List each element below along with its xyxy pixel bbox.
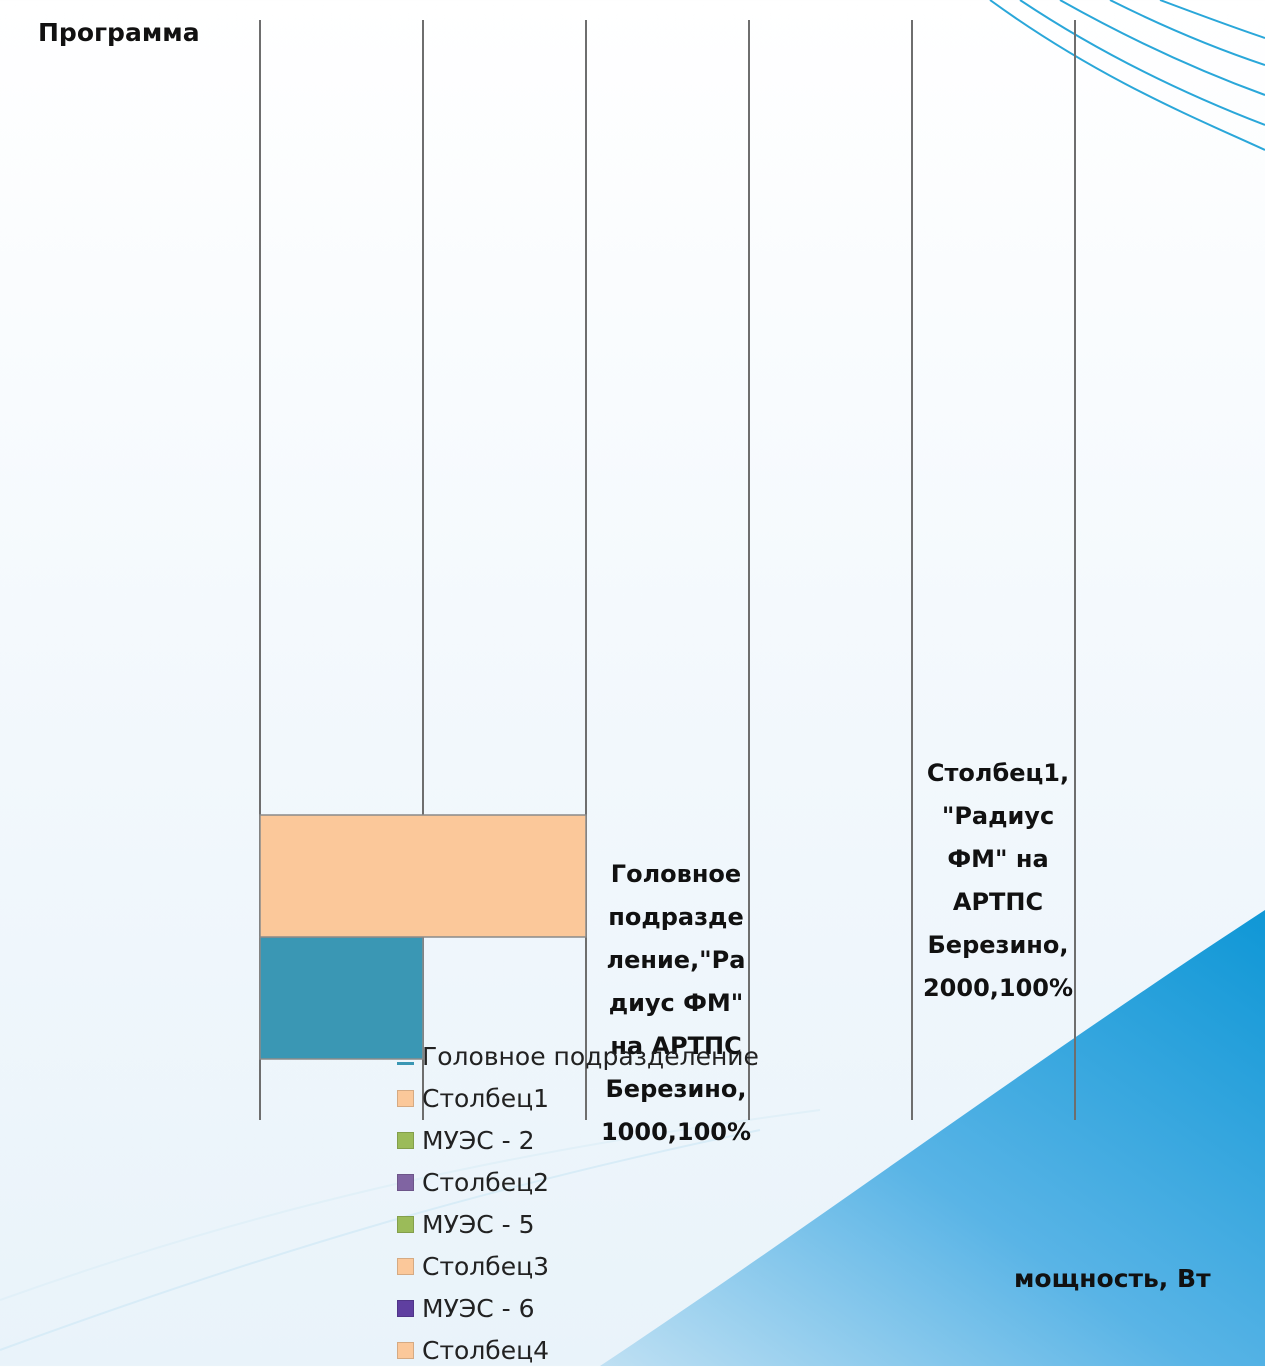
background-curve-line bbox=[1159, 0, 1265, 39]
y-axis-title: Программа bbox=[38, 18, 200, 47]
legend-swatch bbox=[397, 1061, 414, 1065]
legend-item: Столбец3 bbox=[397, 1245, 759, 1287]
legend-item: Головное подразделение bbox=[397, 1035, 759, 1077]
legend-label: МУЭС - 5 bbox=[422, 1209, 535, 1239]
legend-label: Столбец3 bbox=[422, 1251, 550, 1281]
legend-swatch bbox=[397, 1131, 414, 1149]
legend-item: Столбец2 bbox=[397, 1161, 759, 1203]
x-axis-title: мощность, Вт bbox=[1014, 1264, 1211, 1293]
bar-column1 bbox=[259, 814, 587, 938]
legend-label: Столбец2 bbox=[422, 1167, 550, 1197]
legend-swatch bbox=[397, 1173, 414, 1191]
legend-swatch bbox=[397, 1215, 414, 1233]
legend-label: МУЭС - 6 bbox=[422, 1293, 535, 1323]
legend-item: МУЭС - 2 bbox=[397, 1119, 759, 1161]
background-curve-line bbox=[1019, 0, 1265, 126]
legend-label: Столбец4 bbox=[422, 1335, 550, 1365]
background-curve-line bbox=[1109, 0, 1265, 66]
legend-item: МУЭС - 6 bbox=[397, 1287, 759, 1329]
legend-swatch bbox=[397, 1299, 414, 1317]
bar-head-division bbox=[259, 936, 424, 1060]
legend-item: Столбец1 bbox=[397, 1077, 759, 1119]
legend-label: Столбец1 bbox=[422, 1083, 550, 1113]
background-curve-line bbox=[1059, 0, 1265, 96]
legend-label: Головное подразделение bbox=[422, 1041, 759, 1071]
legend-swatch bbox=[397, 1341, 414, 1359]
background-curve-line bbox=[989, 0, 1265, 151]
legend-swatch bbox=[397, 1089, 414, 1107]
legend-swatch bbox=[397, 1257, 414, 1275]
legend: Головное подразделение Столбец1 МУЭС - 2… bbox=[397, 1035, 759, 1371]
background-wave-shape bbox=[600, 910, 1265, 1366]
legend-item: Столбец4 bbox=[397, 1329, 759, 1371]
legend-item: МУЭС - 5 bbox=[397, 1203, 759, 1245]
data-label-head-division: Головное подразде ление,"Ра диус ФМ" на … bbox=[600, 860, 752, 1146]
bars bbox=[259, 814, 587, 1060]
legend-label: МУЭС - 2 bbox=[422, 1125, 535, 1155]
data-label-column1: Столбец1, "Радиус ФМ" на АРТПС Березино,… bbox=[922, 759, 1074, 1002]
